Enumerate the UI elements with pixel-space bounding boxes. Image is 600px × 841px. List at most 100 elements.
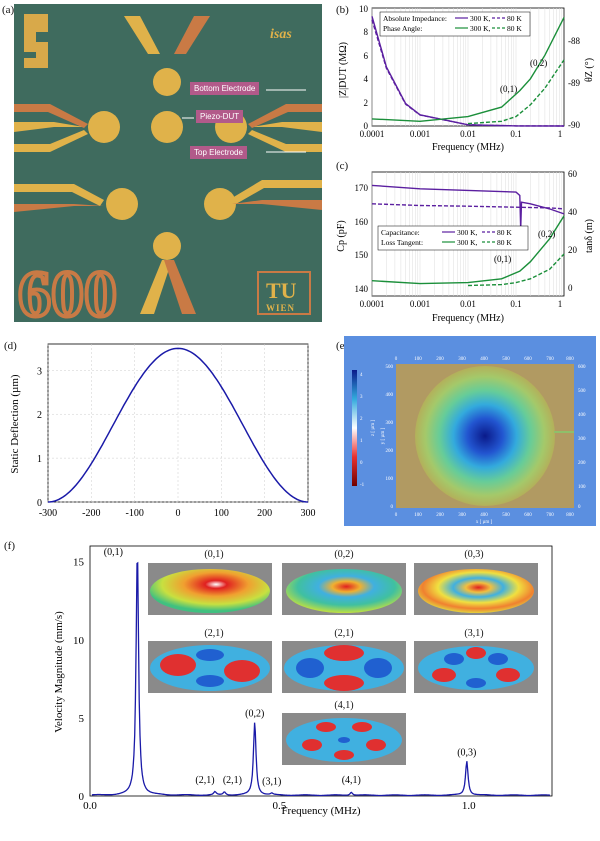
b-ytick-5: 10 <box>359 4 369 14</box>
series-absolute-impedance-80-k <box>371 19 565 127</box>
e-top-tick-2: 200 <box>436 357 444 362</box>
c-leg-cap-80-text: 80 K <box>497 228 512 237</box>
mode-shape-21b <box>282 641 406 693</box>
e-bot-tick-1: 100 <box>414 513 422 518</box>
c-annot-01: (0,1) <box>494 254 511 264</box>
f-ylabel: Velocity Magnitude (mm/s) <box>53 611 65 733</box>
e-right-tick-0: 600 <box>578 365 586 370</box>
e-bot-tick-0: 0 <box>395 513 398 518</box>
c-xtick-1: 0.001 <box>410 299 430 309</box>
e-top-tick-8: 800 <box>566 357 574 362</box>
panel-d-chart: -300 -200 -100 0 100 200 300 0 1 2 3 Static Defle… <box>9 343 316 519</box>
e-right-tick-4: 200 <box>578 461 586 466</box>
b-xtick-1: 0.001 <box>410 129 430 139</box>
panel-e-map: 4 3 2 1 0 -1 z [ µm ] 0 100 200 300 400 … <box>344 336 596 526</box>
b-y2tick-0: -88 <box>568 36 580 46</box>
f-peak-label: (4,1) <box>342 775 361 786</box>
c-legend <box>377 225 529 251</box>
e-top-tick-0: 0 <box>395 357 398 362</box>
pad-bottom <box>153 232 181 260</box>
panel-label-f: (f) <box>4 540 15 552</box>
f-ytick: 10 <box>73 635 85 647</box>
lead-left-4 <box>14 184 104 206</box>
lead-right-2 <box>248 104 322 128</box>
mode-shape-01 <box>148 563 272 615</box>
b-xtick-0: 0.0001 <box>360 129 385 139</box>
e-right-tick-3: 300 <box>578 437 586 442</box>
e-colorbar-label: z [ µm ] <box>371 420 376 436</box>
d-ylabel: Static Deflection (µm) <box>9 374 21 474</box>
chip-number: 600 <box>18 258 117 322</box>
pad-center-upper <box>151 111 183 143</box>
f-peak-label: (2,1) <box>195 775 214 786</box>
b-leg-imp-80-text: 80 K <box>507 14 522 23</box>
c-ylabel: Cp (pF) <box>336 220 347 251</box>
b-xtick-2: 0.01 <box>460 129 476 139</box>
d-ytick: 1 <box>37 454 42 465</box>
mode-shape-41 <box>282 713 406 765</box>
micrograph-drawing: 600 TU WIEN isas <box>14 14 322 322</box>
f-ytick: 5 <box>79 713 85 725</box>
lead-top-left <box>124 16 160 54</box>
mode-label-01: (0,1) <box>204 549 224 560</box>
b-leg-ph-80-text: 80 K <box>507 24 522 33</box>
b-xtick-3: 0.1 <box>510 129 521 139</box>
c-y2tick-3: 60 <box>568 169 578 179</box>
e-right-tick-6: 0 <box>578 505 581 510</box>
c-ytick-2: 160 <box>355 217 369 227</box>
mode-shape-21a <box>148 641 272 693</box>
b-ytick-2: 4 <box>364 74 369 84</box>
wien-logo: WIEN <box>266 303 295 313</box>
pad-left-upper <box>88 111 120 143</box>
deflection-curve <box>47 347 309 503</box>
lead-left-1 <box>14 122 84 132</box>
e-bot-tick-7: 700 <box>546 513 554 518</box>
lead-right-3 <box>248 130 322 152</box>
b-ytick-0: 0 <box>364 121 369 131</box>
chip-bottom-electrode: Bottom Electrode <box>190 82 260 95</box>
e-xaxis-label: x [ µm ] <box>476 520 493 525</box>
c-xlabel: Frequency (MHz) <box>432 313 504 324</box>
panel-c-chart: 140 150 160 170 0 20 40 60 0.0001 0.001 … <box>336 169 595 324</box>
e-yaxis-label: y [ µm ] <box>381 427 386 444</box>
pad-left-lower <box>106 188 138 220</box>
f-peak-label: (0,3) <box>457 748 476 759</box>
mode-shape-31 <box>414 641 538 693</box>
e-bot-tick-5: 500 <box>502 513 510 518</box>
b-y2label: θZ (°) <box>584 58 595 82</box>
b-y2tick-2: -90 <box>568 120 580 130</box>
series-capacitance-80-k <box>371 203 565 210</box>
b-leg-ph-300-text: 300 K, <box>470 24 491 33</box>
lead-bottom-right <box>164 260 196 314</box>
c-annot-02: (0,2) <box>538 229 555 239</box>
d-xtick: 200 <box>257 508 272 519</box>
lead-left-3 <box>14 130 88 152</box>
mode-shape-03 <box>414 563 538 615</box>
chip-piezo-dut: Piezo-DUT <box>196 110 244 123</box>
series-capacitance-300-k <box>371 184 565 230</box>
c-y2label: tanδ (m) <box>584 219 595 253</box>
e-right-tick-5: 100 <box>578 485 586 490</box>
d-ytick: 0 <box>37 498 42 509</box>
mode-label-41: (4,1) <box>334 700 354 711</box>
series-loss-tangent-300-k <box>371 215 565 285</box>
f-peak-label: (2,1) <box>223 775 242 786</box>
panel-label-d: (d) <box>4 340 17 352</box>
d-xticks: -300 -200 -100 0 100 200 300 <box>39 508 316 519</box>
e-bot-tick-3: 300 <box>458 513 466 518</box>
isas-logo: isas <box>270 27 292 42</box>
d-xtick: 300 <box>301 508 316 519</box>
b-annot-01: (0,1) <box>500 84 517 94</box>
c-xtick-0: 0.0001 <box>360 299 385 309</box>
e-left-tick-5: 0 <box>391 505 394 510</box>
mode-label-03: (0,3) <box>464 549 484 560</box>
mode-label-02: (0,2) <box>334 549 354 560</box>
e-top-tick-3: 300 <box>458 357 466 362</box>
c-y2tick-1: 20 <box>568 245 578 255</box>
e-bot-tick-2: 200 <box>436 513 444 518</box>
b-legend-row2: Phase Angle: <box>383 24 422 33</box>
pad-right-lower <box>204 188 236 220</box>
lead-bottom-left <box>140 260 172 314</box>
panel-e-drawing: 4 3 2 1 0 -1 z [ µm ] 0 100 200 300 400 … <box>352 357 586 525</box>
e-left-tick-0: 500 <box>386 365 394 370</box>
